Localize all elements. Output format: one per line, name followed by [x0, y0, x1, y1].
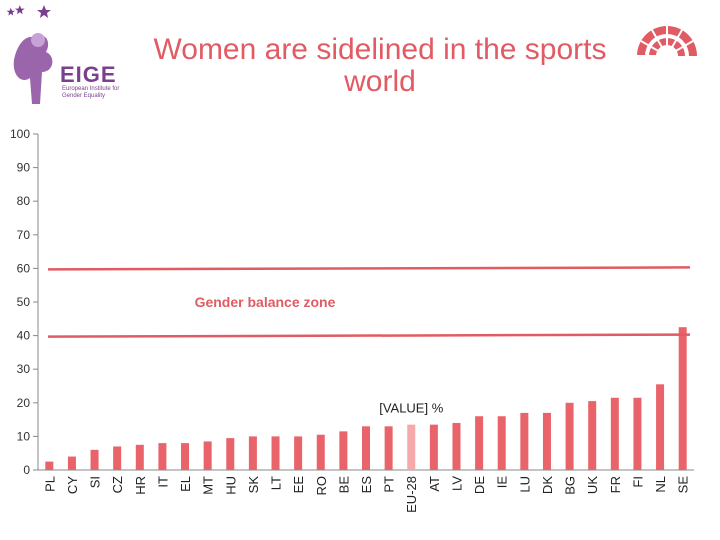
bar-dk [542, 412, 551, 470]
bar-el [181, 443, 190, 470]
x-tick-label: ES [359, 476, 374, 494]
bar-se [678, 327, 687, 470]
bar-fi [633, 397, 642, 470]
x-tick-label: CY [65, 476, 80, 494]
x-tick-label: HU [223, 476, 238, 495]
y-tick-label: 100 [10, 127, 30, 141]
x-tick-label: NL [653, 476, 668, 493]
bar-nl [656, 384, 665, 470]
y-tick-label: 0 [23, 463, 30, 477]
eige-logo: EIGE European Institute for Gender Equal… [0, 0, 140, 115]
y-tick-label: 50 [17, 295, 31, 309]
bar-bg [565, 402, 574, 470]
bar-cz [113, 446, 122, 470]
bar-es [362, 426, 370, 470]
bar-eu-28 [407, 424, 416, 470]
x-tick-label: DK [540, 476, 555, 494]
x-tick-label: SE [676, 476, 691, 494]
bar-hu [226, 438, 235, 470]
bar-fr [610, 397, 619, 470]
value-data-label: [VALUE] % [379, 401, 444, 416]
bar-lu [520, 412, 529, 470]
bar-pl [45, 461, 54, 470]
eige-logo-icon [6, 5, 53, 104]
chart-title: Women are sidelined in the sports world [153, 33, 607, 98]
bar-mt [203, 441, 212, 470]
bar-ro [316, 434, 325, 470]
y-tick-label: 10 [17, 429, 31, 443]
y-tick-label: 60 [17, 261, 31, 275]
bar-be [339, 431, 348, 470]
x-tick-label: FI [630, 476, 645, 488]
logo-wordmark: EIGE [60, 62, 117, 87]
x-tick-label: EL [178, 476, 193, 492]
x-tick-label: SI [88, 476, 103, 488]
bar-it [158, 443, 167, 470]
bar-lt [271, 436, 280, 470]
bar-de [475, 416, 484, 470]
parliament-hemicycle-icon [637, 26, 697, 57]
y-tick-label: 80 [17, 194, 31, 208]
y-tick-label: 90 [17, 161, 31, 175]
x-tick-label: CZ [110, 476, 125, 493]
y-tick-label: 40 [17, 329, 31, 343]
bar-lv [452, 422, 461, 470]
x-tick-label: LV [449, 476, 464, 491]
gender-balance-upper-line [47, 266, 691, 271]
bar-at [429, 424, 438, 470]
bar-si [90, 449, 99, 470]
x-tick-label: AT [427, 476, 442, 492]
bar-hr [135, 444, 144, 470]
x-tick-label: PL [42, 476, 57, 492]
x-tick-label: LU [517, 476, 532, 493]
bar-uk [588, 401, 597, 470]
gender-balance-zone-label: Gender balance zone [195, 294, 336, 310]
x-tick-label: EE [291, 476, 306, 494]
x-tick-label: BE [336, 476, 351, 494]
bar-pt [384, 426, 393, 470]
logo-tagline: European Institute for Gender Equality [62, 86, 120, 99]
x-tick-label: IE [495, 476, 510, 489]
x-tick-label: PT [382, 476, 397, 493]
x-tick-label: UK [585, 476, 600, 494]
gender-balance-lower-line [47, 333, 691, 338]
x-tick-label: RO [314, 476, 329, 496]
y-tick-label: 20 [17, 396, 31, 410]
bar-ee [294, 436, 303, 470]
x-tick-label: HR [133, 476, 148, 495]
x-tick-label: DE [472, 476, 487, 494]
x-tick-label: MT [201, 476, 216, 495]
x-tick-label: IT [155, 476, 170, 488]
x-tick-label: BG [563, 476, 578, 495]
bar-cy [67, 456, 76, 470]
x-tick-label: FR [608, 476, 623, 493]
bar-ie [497, 416, 506, 470]
y-tick-label: 30 [17, 362, 31, 376]
x-tick-label: LT [269, 476, 284, 490]
x-tick-label: EU-28 [404, 476, 419, 513]
y-tick-label: 70 [17, 228, 31, 242]
x-tick-label: SK [246, 476, 261, 494]
bar-sk [248, 436, 257, 470]
